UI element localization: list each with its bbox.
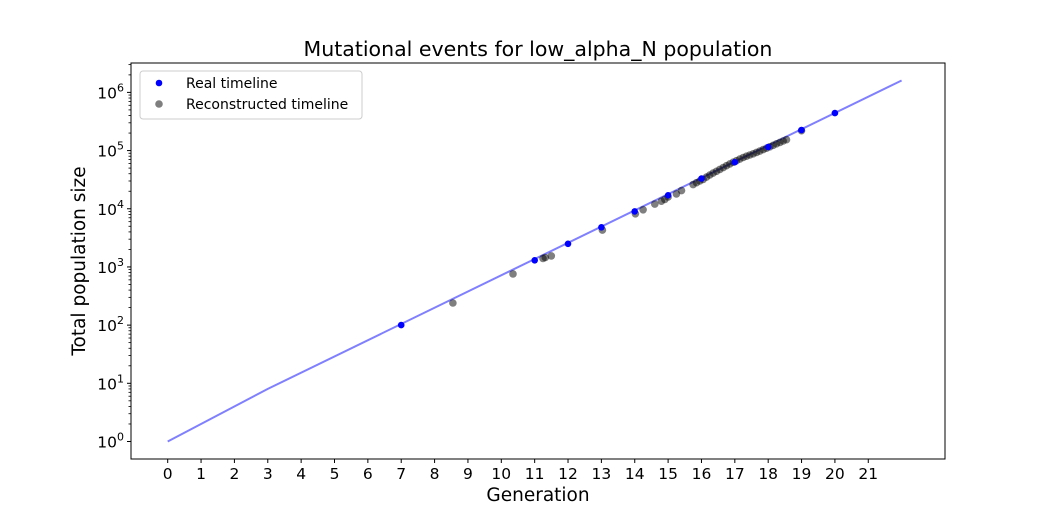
real-timeline-point: [831, 109, 839, 117]
x-tick-label: 5: [330, 465, 340, 483]
real-timeline-point: [397, 321, 405, 329]
x-tick-label: 17: [725, 465, 745, 483]
real-timeline-point: [798, 126, 805, 134]
legend-marker: [155, 79, 163, 87]
reconstructed-timeline-point: [677, 186, 686, 195]
y-tick-label: 102: [97, 314, 124, 335]
real-timeline-point: [631, 208, 638, 215]
x-tick-label: 12: [558, 465, 578, 483]
x-tick-label: 14: [625, 465, 645, 483]
x-tick-label: 8: [430, 465, 440, 483]
y-tick-label: 104: [97, 198, 124, 219]
x-tick-label: 9: [463, 465, 473, 483]
real-timeline-point: [598, 224, 605, 231]
x-tick-label: 20: [825, 465, 845, 483]
x-tick-label: 2: [229, 465, 239, 483]
x-tick-label: 0: [163, 465, 173, 483]
y-tick-label: 101: [97, 372, 124, 393]
real-timeline-point: [531, 257, 538, 264]
real-timeline-point: [764, 143, 772, 151]
real-timeline-point: [731, 158, 739, 166]
real-timeline-point: [698, 175, 705, 182]
reconstructed-timeline-point: [782, 135, 791, 144]
x-tick-label: 1: [196, 465, 206, 483]
chart-title: Mutational events for low_alpha_N popula…: [304, 37, 773, 62]
reconstructed-timeline-point: [541, 253, 550, 262]
reconstructed-timeline-point: [509, 270, 517, 278]
y-tick-label: 106: [97, 81, 124, 102]
reconstructed-timeline-point: [547, 252, 556, 260]
legend-box: [139, 70, 363, 120]
x-axis-label: Generation: [486, 485, 589, 506]
y-tick-label: 100: [97, 430, 124, 451]
plot-frame: [130, 62, 946, 460]
x-tick-label: 10: [491, 465, 511, 483]
x-tick-label: 15: [658, 465, 678, 483]
legend: Real timeline Reconstructed timeline: [139, 70, 363, 120]
y-axis-label: Total population size: [69, 166, 90, 356]
x-tick-label: 19: [792, 465, 812, 483]
plot-area: [167, 79, 903, 443]
x-tick-label: 16: [692, 465, 712, 483]
reconstructed-timeline-point: [639, 206, 647, 214]
real-timeline-point: [664, 192, 672, 199]
legend-label: Reconstructed timeline: [186, 97, 348, 113]
legend-label: Real timeline: [186, 76, 278, 92]
x-tick-label: 3: [263, 465, 273, 483]
x-tick-label: 4: [296, 465, 306, 483]
x-tick-label: 18: [758, 465, 778, 483]
legend-marker: [155, 100, 163, 108]
x-tick-label: 13: [592, 465, 612, 483]
x-tick-label: 6: [363, 465, 373, 483]
x-tick-label: 11: [525, 465, 545, 483]
x-tick-label: 7: [396, 465, 406, 483]
reconstructed-timeline-point: [651, 200, 659, 208]
x-tick-label: 21: [858, 465, 878, 483]
real-timeline-point: [564, 240, 572, 248]
y-tick-label: 105: [97, 140, 124, 161]
y-tick-label: 103: [97, 256, 124, 277]
reconstructed-timeline-point: [449, 299, 457, 307]
x-axis: 0 1 2 3 4 5 6 7 8 9 10 11 12 13 14 15 16 17 18 19 20 21: [163, 459, 878, 483]
y-axis: 100 101 102 103 104 105 106: [97, 64, 131, 451]
